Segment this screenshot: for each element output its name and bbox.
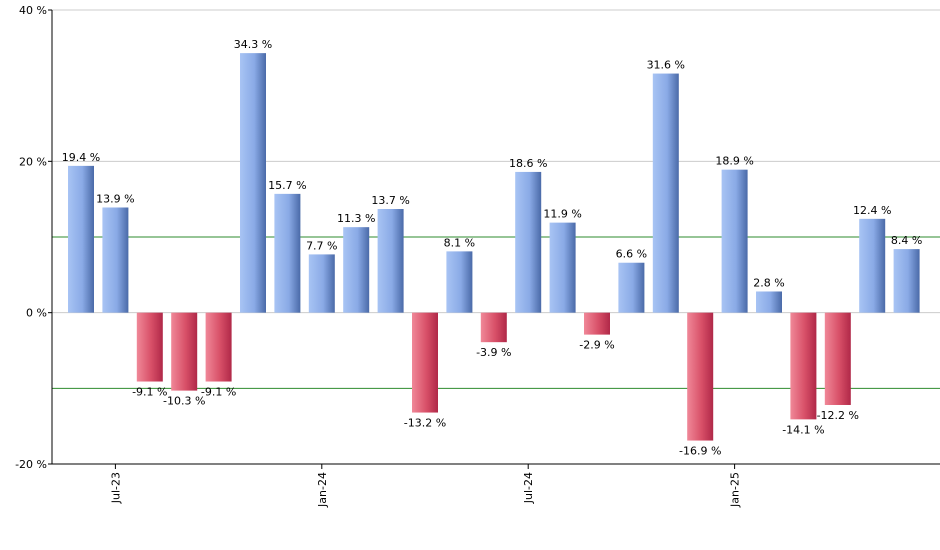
data-label: 18.9 %: [715, 155, 753, 168]
grid-lines: [52, 9, 940, 314]
bar: [205, 312, 232, 382]
bars: [68, 53, 920, 441]
bar: [618, 262, 645, 313]
data-label: 11.9 %: [543, 208, 581, 221]
bar: [687, 312, 714, 441]
data-labels: 19.4 % 13.9 % -9.1 %-10.3 %-9.1 % 34.3 % 15.…: [62, 38, 923, 457]
data-label: 34.3 %: [234, 38, 272, 51]
bar: [274, 193, 301, 313]
data-label: -10.3 %: [163, 395, 205, 408]
data-label: 7.7 %: [306, 239, 337, 252]
data-label: -2.9 %: [579, 339, 614, 352]
axes: [51, 10, 940, 465]
data-label: 31.6 %: [647, 59, 685, 72]
bar: [102, 207, 129, 313]
bar: [824, 312, 851, 405]
bar: [377, 209, 404, 313]
data-label: -14.1 %: [782, 423, 824, 436]
bar: [893, 249, 920, 313]
bar: [446, 251, 473, 313]
bar: [859, 218, 886, 313]
y-axis-ticks: -20 % 0 % 20 % 40 %: [15, 4, 52, 471]
bar: [480, 312, 507, 343]
bar: [136, 312, 163, 382]
y-tick-label: 40 %: [19, 4, 47, 17]
data-label: 6.6 %: [616, 248, 647, 261]
bar: [721, 169, 748, 313]
data-label: 18.6 %: [509, 157, 547, 170]
x-tick-label: Jan-24: [316, 472, 329, 508]
data-label: 13.7 %: [371, 194, 409, 207]
bar: [308, 254, 335, 313]
x-tick-label: Jul-24: [522, 472, 535, 504]
data-label: 8.1 %: [444, 236, 475, 249]
data-label: 15.7 %: [268, 179, 306, 192]
data-label: 2.8 %: [753, 276, 784, 289]
data-label: 13.9 %: [96, 192, 134, 205]
bar: [240, 53, 266, 313]
bar: [412, 312, 438, 413]
y-tick-label: 20 %: [19, 155, 47, 168]
x-axis-ticks: Jul-23 Jan-24 Jul-24 Jan-25: [109, 464, 742, 508]
bar: [171, 312, 198, 391]
bar: [68, 165, 94, 313]
bar: [549, 222, 576, 313]
data-label: 12.4 %: [853, 204, 891, 217]
bar: [756, 291, 782, 313]
bar: [790, 312, 817, 420]
data-label: -12.2 %: [817, 409, 859, 422]
data-label: -16.9 %: [679, 445, 721, 458]
data-label: 11.3 %: [337, 212, 375, 225]
bar: [652, 73, 679, 313]
y-tick-label: 0 %: [26, 307, 47, 320]
bar: [515, 171, 542, 313]
data-label: -9.1 %: [201, 386, 236, 399]
data-label: -13.2 %: [404, 417, 446, 430]
data-label: -3.9 %: [476, 346, 511, 359]
data-label: -9.1 %: [132, 386, 167, 399]
data-label: 8.4 %: [891, 234, 922, 247]
data-label: 19.4 %: [62, 151, 100, 164]
bar: [584, 312, 610, 335]
bar: [343, 227, 370, 313]
x-tick-label: Jul-23: [109, 472, 122, 504]
x-tick-label: Jan-25: [729, 472, 742, 508]
y-tick-label: -20 %: [15, 458, 47, 471]
